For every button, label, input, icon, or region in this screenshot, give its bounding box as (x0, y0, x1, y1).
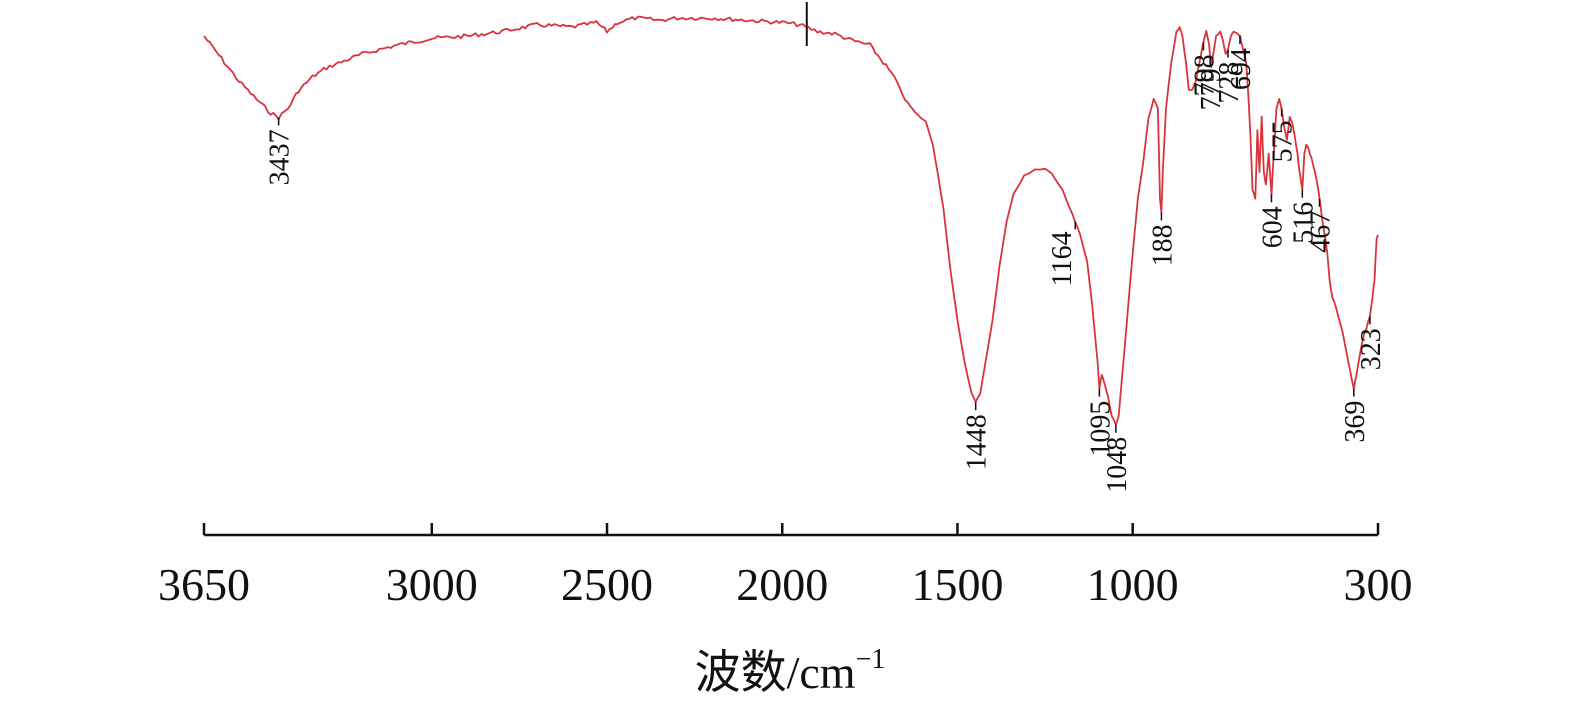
peak-label: 728 (1214, 62, 1245, 104)
peak-label: 575 (1268, 120, 1299, 162)
x-axis-title-text: 波数/cm (695, 647, 856, 698)
peak-label: 1164 (1047, 231, 1078, 286)
peak-label: 323 (1356, 328, 1387, 370)
peak-label: 694 (1226, 48, 1257, 90)
peak-label: 1095 (1085, 401, 1116, 457)
x-tick-label: 300 (1344, 559, 1413, 610)
x-tick-label: 3650 (158, 559, 250, 610)
x-axis-ticks: 3650 3000 2500 2000 1500 1000 300 (158, 523, 1413, 610)
peak-label: 516 (1288, 202, 1319, 244)
peak-label: 188 (1147, 224, 1178, 266)
peak-label: 3437 (265, 129, 296, 185)
x-tick-label: 1000 (1087, 559, 1179, 610)
peak-label: 798 (1190, 54, 1221, 96)
peak-label: 467 (1306, 211, 1337, 253)
peak-label: 1048 (1102, 437, 1133, 493)
spectrum-line (203, 15, 1379, 426)
peak-label: 369 (1340, 401, 1371, 443)
x-axis-title-superscript: −1 (856, 644, 886, 675)
x-tick-label: 2500 (561, 559, 653, 610)
x-axis-title: 波数/cm−1 (695, 644, 886, 698)
peak-label: 1448 (962, 414, 993, 470)
x-tick-label: 3000 (386, 559, 478, 610)
x-tick-label: 2000 (736, 559, 828, 610)
x-tick-label: 1500 (911, 559, 1003, 610)
peak-label: 604 (1258, 206, 1289, 248)
peak-label: 779 (1196, 68, 1227, 110)
plot-area (203, 2, 1379, 426)
